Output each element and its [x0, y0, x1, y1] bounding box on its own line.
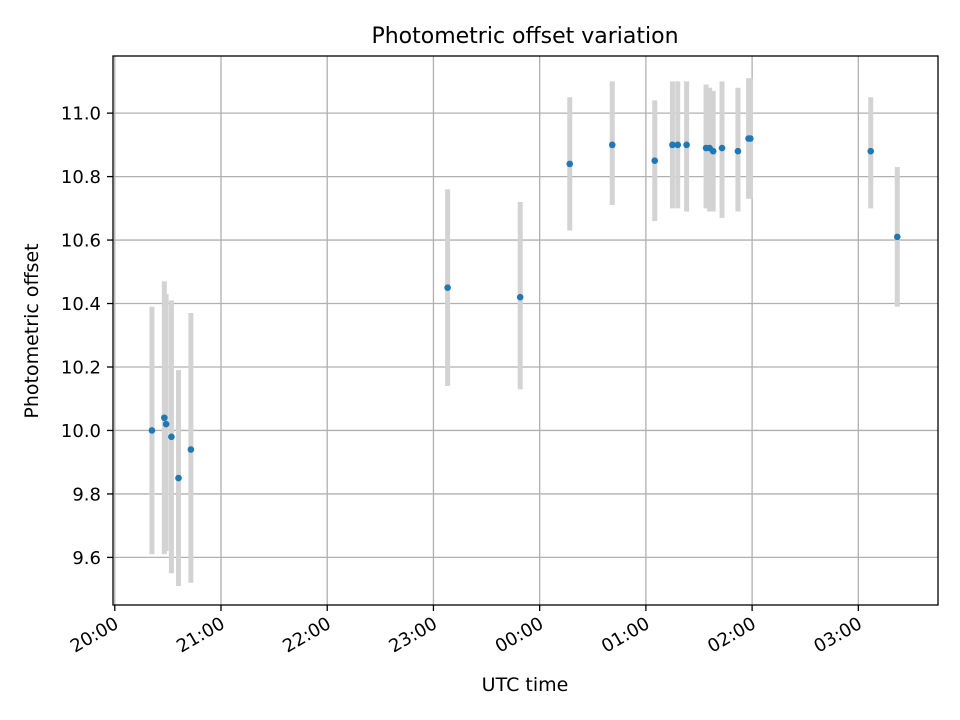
x-tick-label: 21:00	[173, 613, 228, 657]
data-point	[162, 420, 170, 428]
x-tick-label: 03:00	[810, 613, 865, 657]
data-point	[444, 284, 451, 291]
data-point	[683, 141, 690, 149]
data-point	[651, 157, 659, 165]
data-point	[175, 474, 182, 482]
data-points	[148, 135, 901, 482]
data-point	[867, 147, 875, 155]
data-point	[709, 147, 717, 155]
errorbars	[149, 78, 900, 586]
y-tick-label: 10.2	[61, 357, 101, 378]
data-point	[747, 135, 754, 142]
data-point	[608, 141, 616, 149]
x-tick-label: 22:00	[279, 613, 334, 657]
y-tick-label: 10.6	[61, 231, 101, 252]
x-tick-label: 20:00	[67, 613, 122, 657]
y-tick-label: 10.0	[61, 421, 101, 442]
data-point	[734, 147, 742, 155]
x-axis-label: UTC time	[482, 674, 569, 696]
data-point	[893, 233, 901, 241]
x-tick-label: 01:00	[598, 613, 653, 657]
data-point	[168, 433, 175, 441]
x-tick-label: 00:00	[492, 613, 547, 657]
y-tick-label: 11.0	[61, 104, 101, 125]
chart-title: Photometric offset variation	[371, 24, 678, 49]
x-tick-label: 23:00	[386, 613, 441, 657]
y-axis-label: Photometric offset	[21, 243, 43, 418]
plot-area	[112, 55, 939, 606]
x-tick-label: 02:00	[704, 613, 759, 657]
data-point	[516, 293, 524, 301]
data-point	[674, 141, 682, 149]
data-point	[148, 427, 156, 434]
grid	[113, 56, 938, 605]
y-tick-label: 10.8	[61, 167, 101, 188]
data-point	[161, 414, 168, 422]
data-point	[718, 144, 726, 152]
data-point	[669, 141, 676, 149]
data-point	[187, 446, 195, 453]
x-axis: 20:00 21:00 22:00 23:00 00:00 01:00 02:00 03:00	[67, 605, 866, 657]
y-axis: 9.6 9.8 10.0 10.2 10.4 10.6 10.8 11.0	[61, 104, 113, 569]
y-tick-label: 9.8	[72, 484, 101, 505]
y-tick-label: 10.4	[61, 294, 101, 315]
y-tick-label: 9.6	[72, 548, 101, 569]
data-point	[566, 160, 574, 168]
